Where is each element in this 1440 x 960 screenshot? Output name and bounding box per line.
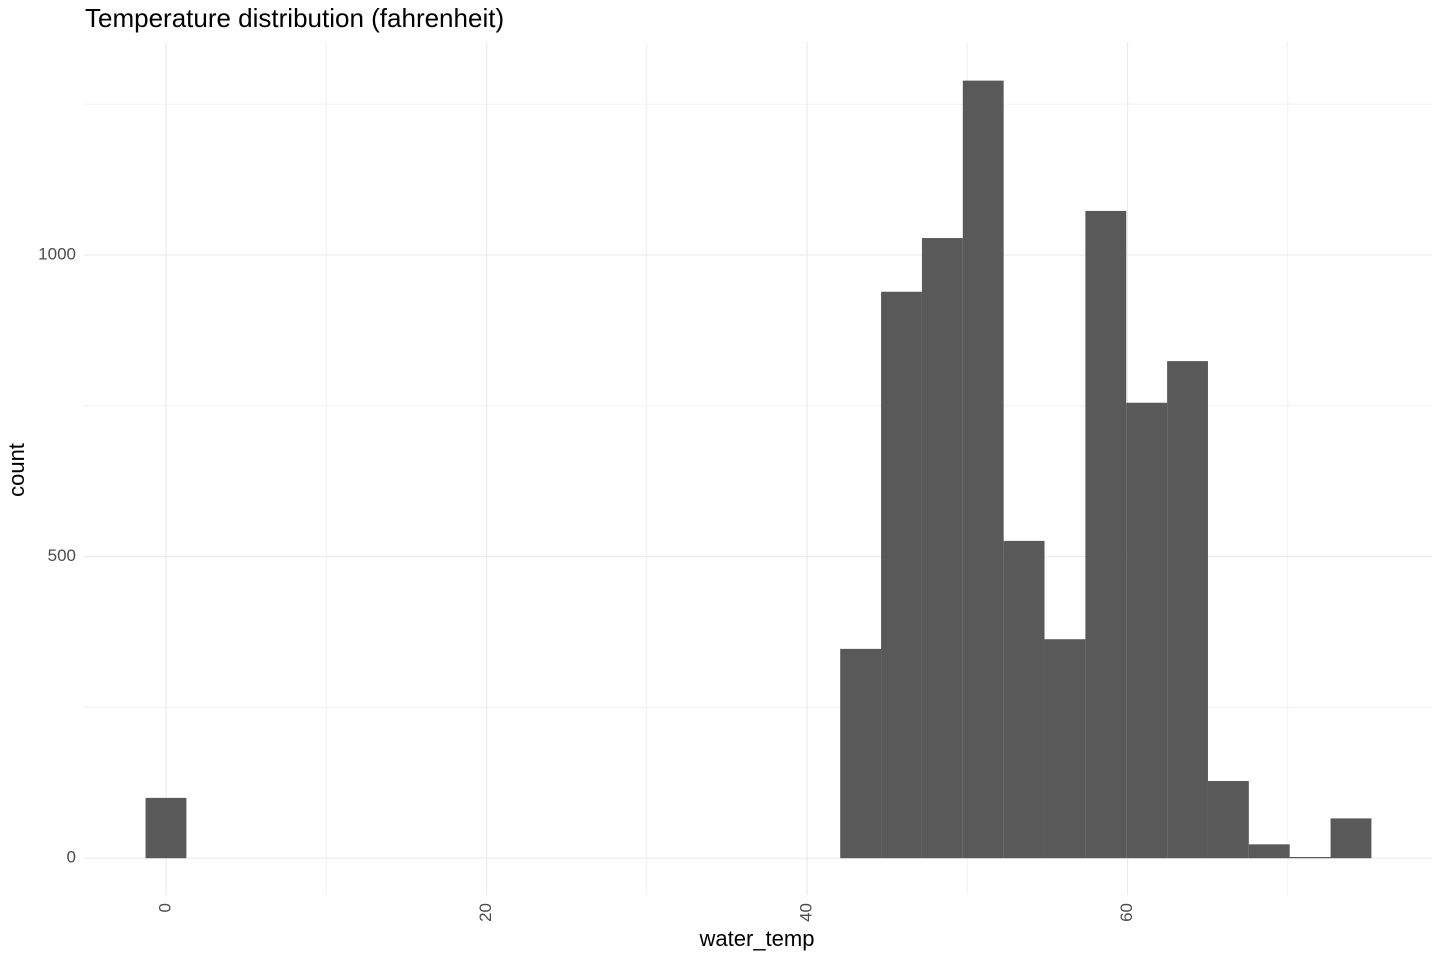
bar bbox=[1207, 780, 1249, 859]
bar bbox=[881, 291, 922, 859]
bar bbox=[1044, 639, 1086, 859]
bar bbox=[1167, 361, 1208, 859]
y-tick-label: 1000 bbox=[38, 244, 76, 263]
bar bbox=[962, 80, 1004, 859]
x-axis-title: water_temp bbox=[699, 926, 815, 951]
bar bbox=[1126, 402, 1168, 859]
x-tick-label: 60 bbox=[1117, 903, 1136, 922]
y-tick-label: 500 bbox=[48, 546, 76, 565]
bar bbox=[145, 797, 187, 859]
bar bbox=[1248, 844, 1290, 859]
chart-title: Temperature distribution (fahrenheit) bbox=[85, 3, 504, 33]
y-axis-title: count bbox=[4, 443, 29, 497]
bar bbox=[921, 238, 963, 859]
x-tick-label: 20 bbox=[476, 903, 495, 922]
x-tick-label: 40 bbox=[797, 903, 816, 922]
bar bbox=[840, 648, 882, 859]
bar bbox=[1003, 540, 1045, 859]
y-tick-label: 0 bbox=[67, 848, 76, 867]
bar bbox=[1085, 210, 1127, 859]
x-tick-label: 0 bbox=[156, 903, 175, 912]
bar bbox=[1330, 818, 1372, 859]
bar bbox=[1289, 856, 1331, 859]
